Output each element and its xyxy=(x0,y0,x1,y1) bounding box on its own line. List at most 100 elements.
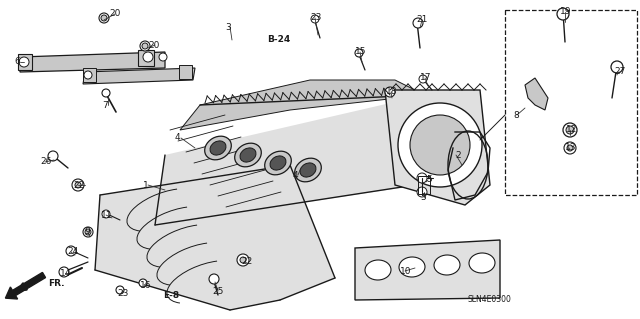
Text: 8: 8 xyxy=(513,110,519,120)
Circle shape xyxy=(417,187,427,197)
Bar xyxy=(18,54,32,70)
Circle shape xyxy=(355,49,363,57)
Circle shape xyxy=(159,53,167,61)
Circle shape xyxy=(385,87,395,97)
Circle shape xyxy=(72,179,84,191)
Bar xyxy=(505,10,637,195)
Circle shape xyxy=(48,151,58,161)
Circle shape xyxy=(84,71,92,79)
Polygon shape xyxy=(20,52,165,72)
Circle shape xyxy=(237,254,249,266)
Circle shape xyxy=(99,13,109,23)
Ellipse shape xyxy=(300,163,316,177)
Text: 6: 6 xyxy=(14,57,20,66)
Text: 21: 21 xyxy=(416,16,428,25)
Circle shape xyxy=(240,257,246,263)
Circle shape xyxy=(116,286,124,294)
Polygon shape xyxy=(525,78,548,110)
Text: 5: 5 xyxy=(420,192,426,202)
Ellipse shape xyxy=(365,260,391,280)
Polygon shape xyxy=(180,80,425,130)
Circle shape xyxy=(557,8,569,20)
Circle shape xyxy=(564,142,576,154)
Circle shape xyxy=(66,246,76,256)
Bar xyxy=(138,50,154,66)
Text: 3: 3 xyxy=(225,23,231,32)
Circle shape xyxy=(398,103,482,187)
Text: 27: 27 xyxy=(614,68,625,77)
Text: 25: 25 xyxy=(212,286,223,295)
Text: 22: 22 xyxy=(241,257,252,266)
Circle shape xyxy=(410,115,470,175)
Text: 22: 22 xyxy=(73,181,84,189)
Polygon shape xyxy=(385,90,490,205)
Circle shape xyxy=(83,227,93,237)
Circle shape xyxy=(102,210,110,218)
Text: 2: 2 xyxy=(455,151,461,160)
Polygon shape xyxy=(155,95,425,225)
Ellipse shape xyxy=(265,151,291,175)
Ellipse shape xyxy=(235,143,261,167)
Text: FR.: FR. xyxy=(48,278,65,287)
Text: 16: 16 xyxy=(140,280,152,290)
Text: 14: 14 xyxy=(60,269,72,278)
Text: B-24: B-24 xyxy=(267,35,291,44)
Circle shape xyxy=(566,126,574,134)
Text: 18: 18 xyxy=(386,87,397,97)
Text: 11: 11 xyxy=(101,211,113,219)
Text: 20: 20 xyxy=(148,41,159,49)
Bar xyxy=(179,65,192,79)
Text: 5: 5 xyxy=(426,175,432,184)
Ellipse shape xyxy=(434,255,460,275)
Circle shape xyxy=(85,229,91,235)
Polygon shape xyxy=(83,68,195,84)
Polygon shape xyxy=(95,165,335,310)
Circle shape xyxy=(563,123,577,137)
Text: 9: 9 xyxy=(84,227,90,236)
Text: 12: 12 xyxy=(566,125,577,135)
Circle shape xyxy=(140,41,150,51)
Text: 17: 17 xyxy=(420,73,431,83)
Circle shape xyxy=(101,15,107,21)
Text: 24: 24 xyxy=(67,248,78,256)
Circle shape xyxy=(143,52,153,62)
Ellipse shape xyxy=(270,156,286,170)
Circle shape xyxy=(311,15,319,23)
Circle shape xyxy=(419,75,427,83)
Text: SLN4E0300: SLN4E0300 xyxy=(468,294,512,303)
Text: 20: 20 xyxy=(109,10,120,19)
Circle shape xyxy=(59,267,69,277)
Text: 26: 26 xyxy=(40,158,51,167)
Circle shape xyxy=(567,145,573,151)
Text: 4: 4 xyxy=(293,170,299,180)
Polygon shape xyxy=(355,240,500,300)
Text: 15: 15 xyxy=(355,48,367,56)
FancyArrow shape xyxy=(5,272,45,299)
Text: 10: 10 xyxy=(400,266,412,276)
Text: 4: 4 xyxy=(175,133,180,143)
Circle shape xyxy=(75,182,81,188)
Ellipse shape xyxy=(210,141,226,155)
Text: 23: 23 xyxy=(117,288,129,298)
Text: 13: 13 xyxy=(565,144,577,152)
Bar xyxy=(418,176,430,194)
Circle shape xyxy=(209,274,219,284)
Ellipse shape xyxy=(205,136,231,160)
Text: E-8: E-8 xyxy=(163,291,179,300)
Circle shape xyxy=(413,18,423,28)
Circle shape xyxy=(139,279,147,287)
Bar xyxy=(83,68,96,82)
Ellipse shape xyxy=(399,257,425,277)
Circle shape xyxy=(102,89,110,97)
Text: 19: 19 xyxy=(560,8,572,17)
Ellipse shape xyxy=(240,148,256,162)
Text: 1: 1 xyxy=(143,181,148,189)
Ellipse shape xyxy=(294,158,321,182)
Ellipse shape xyxy=(469,253,495,273)
Circle shape xyxy=(19,57,29,67)
Text: 23: 23 xyxy=(310,13,321,23)
Text: 7: 7 xyxy=(102,100,108,109)
Circle shape xyxy=(417,173,427,183)
Circle shape xyxy=(142,43,148,49)
Circle shape xyxy=(611,61,623,73)
